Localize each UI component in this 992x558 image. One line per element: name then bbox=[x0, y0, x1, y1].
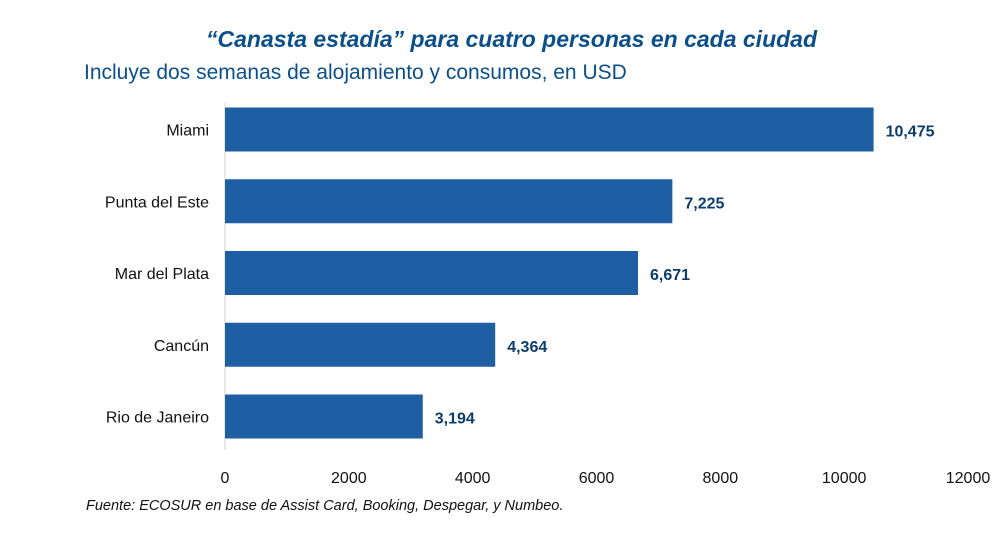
chart-subtitle: Incluye dos semanas de alojamiento y con… bbox=[84, 61, 627, 84]
category-label: Miami bbox=[166, 123, 209, 140]
value-label: 3,194 bbox=[435, 411, 475, 428]
x-tick-label: 4000 bbox=[455, 470, 491, 487]
value-label: 10,475 bbox=[886, 124, 935, 141]
bar-rio-de-janeiro bbox=[225, 394, 423, 439]
x-tick-label: 10000 bbox=[822, 470, 867, 487]
bar-mar-del-plata bbox=[225, 251, 639, 295]
category-label: Cancún bbox=[154, 338, 209, 355]
value-label: 7,225 bbox=[684, 195, 724, 212]
x-tick-label: 2000 bbox=[331, 470, 367, 487]
x-tick-label: 0 bbox=[221, 470, 230, 487]
category-label: Rio de Janeiro bbox=[106, 410, 209, 427]
x-tick-label: 8000 bbox=[703, 470, 739, 487]
bar-canc-n bbox=[225, 322, 496, 367]
category-label: Punta del Este bbox=[105, 194, 209, 211]
bar-punta-del-este bbox=[225, 179, 673, 224]
value-label: 6,671 bbox=[650, 267, 690, 284]
bar-miami bbox=[225, 107, 874, 152]
x-tick-label: 6000 bbox=[579, 470, 615, 487]
source-note: Fuente: ECOSUR en base de Assist Card, B… bbox=[86, 498, 564, 514]
x-tick-label: 12000 bbox=[946, 470, 991, 487]
value-label: 4,364 bbox=[507, 339, 547, 356]
chart-title: “Canasta estadía” para cuatro personas e… bbox=[206, 26, 818, 52]
category-label: Mar del Plata bbox=[115, 266, 209, 283]
